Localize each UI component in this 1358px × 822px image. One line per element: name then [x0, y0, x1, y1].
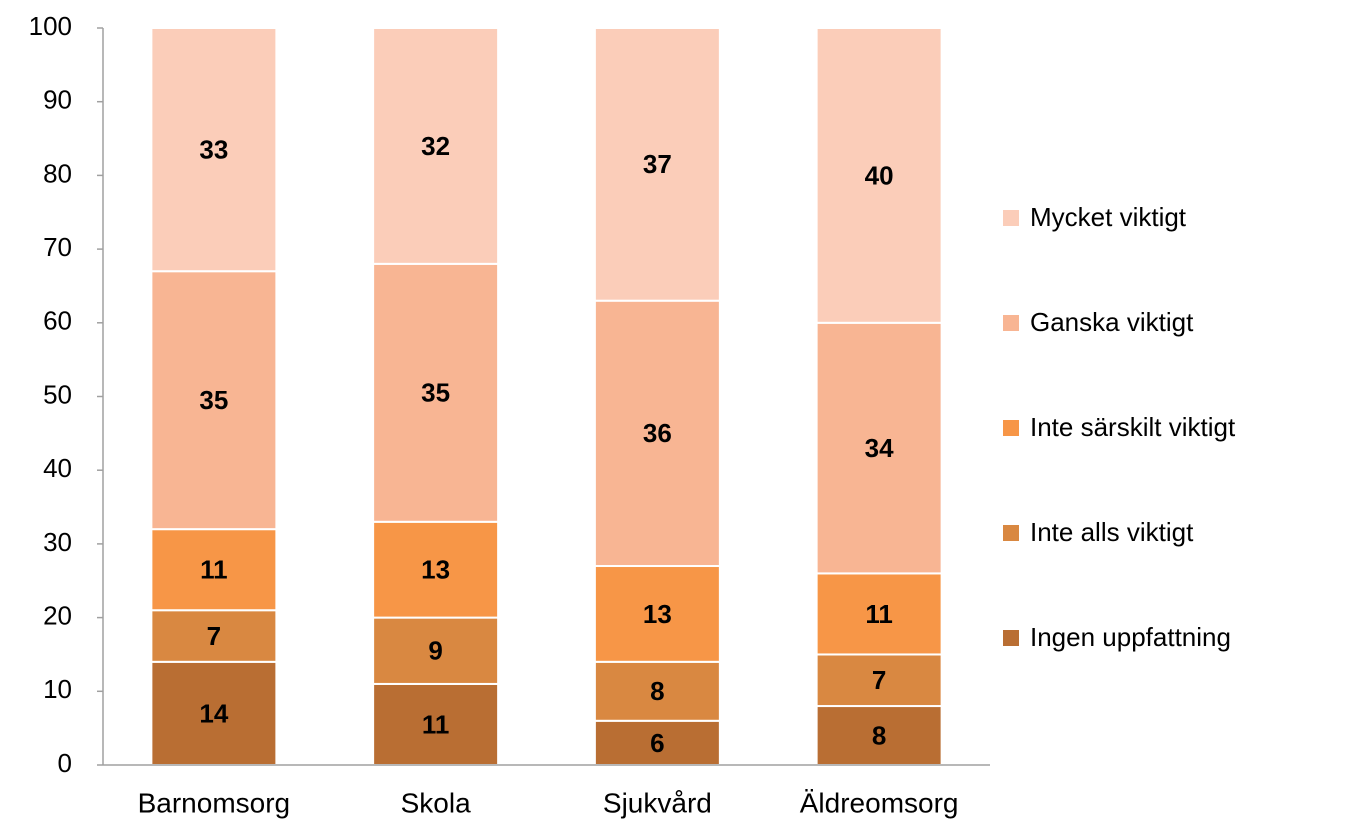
data-label: 14	[199, 698, 228, 728]
legend-label: Inte alls viktigt	[1030, 517, 1194, 547]
x-tick-label: Barnomsorg	[138, 787, 291, 818]
bar-segment	[150, 609, 278, 663]
bar-segment	[593, 27, 721, 302]
bar-segment	[150, 528, 278, 612]
y-tick-label: 80	[43, 158, 72, 188]
data-label: 36	[643, 418, 672, 448]
y-tick-label: 90	[43, 85, 72, 115]
x-tick-label: Skola	[401, 787, 471, 818]
legend-swatch	[1003, 420, 1019, 436]
y-tick-label: 60	[43, 306, 72, 336]
data-label: 32	[421, 131, 450, 161]
data-label: 37	[643, 149, 672, 179]
bar-segment	[815, 321, 943, 575]
y-tick-label: 20	[43, 600, 72, 630]
data-label: 7	[207, 621, 221, 651]
bar-segment	[815, 705, 943, 766]
bar-segment	[150, 660, 278, 767]
data-label: 11	[200, 555, 228, 585]
data-label: 8	[872, 720, 886, 750]
data-label: 13	[421, 555, 450, 585]
data-label: 8	[650, 676, 664, 706]
data-label: 9	[428, 636, 442, 666]
data-label: 40	[865, 160, 894, 190]
y-tick-label: 100	[29, 11, 72, 41]
y-tick-label: 70	[43, 232, 72, 262]
legend-label: Ganska viktigt	[1030, 307, 1194, 337]
data-label: 13	[643, 599, 672, 629]
bar-segment	[593, 719, 721, 767]
bar-segment	[372, 27, 500, 265]
y-tick-label: 30	[43, 527, 72, 557]
bar-segment	[150, 270, 278, 531]
data-label: 33	[199, 134, 228, 164]
legend-label: Mycket viktigt	[1030, 202, 1187, 232]
data-label: 11	[865, 599, 893, 629]
y-tick-label: 50	[43, 379, 72, 409]
bar-segment	[593, 565, 721, 663]
bar-segment	[150, 27, 278, 273]
y-tick-label: 10	[43, 674, 72, 704]
bar-segment	[815, 27, 943, 324]
y-tick-label: 0	[58, 748, 72, 778]
bar-segment	[593, 660, 721, 722]
data-label: 34	[865, 433, 894, 463]
bar-segment	[372, 262, 500, 523]
legend-label: Inte särskilt viktigt	[1030, 412, 1236, 442]
data-label: 35	[199, 385, 228, 415]
bar-segment	[815, 572, 943, 656]
data-label: 35	[421, 378, 450, 408]
data-label: 6	[650, 728, 664, 758]
x-tick-label: Sjukvård	[603, 787, 712, 818]
y-tick-label: 40	[43, 453, 72, 483]
legend-label: Ingen uppfattning	[1030, 622, 1231, 652]
legend-swatch	[1003, 315, 1019, 331]
legend-swatch	[1003, 630, 1019, 646]
data-label: 11	[422, 709, 450, 739]
legend-swatch	[1003, 210, 1019, 226]
data-label: 7	[872, 665, 886, 695]
legend-swatch	[1003, 525, 1019, 541]
x-tick-label: Äldreomsorg	[800, 787, 959, 818]
